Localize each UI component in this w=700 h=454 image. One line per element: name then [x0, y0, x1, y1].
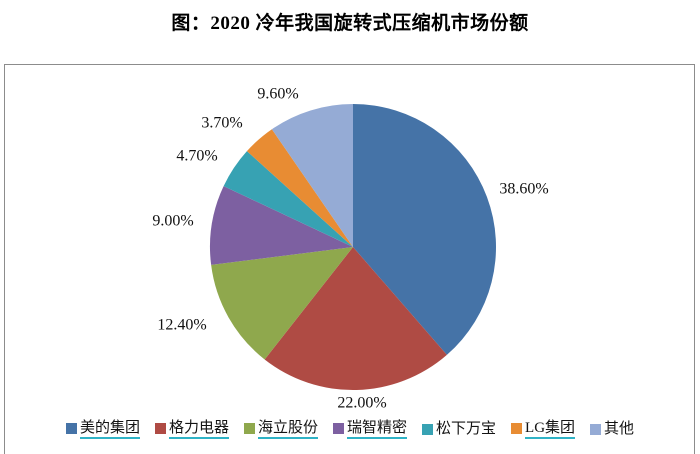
legend-swatch: [422, 424, 434, 435]
legend-item-3: 瑞智精密: [333, 420, 408, 439]
chart-title: 图：2020 冷年我国旋转式压缩机市场份额: [171, 13, 529, 34]
legend-item-6: 其他: [590, 421, 634, 438]
pie-slice-1: [264, 247, 447, 390]
legend-label: 松下万宝: [436, 421, 497, 437]
pie-slice-2: [211, 247, 353, 360]
pie-slice-3: [210, 186, 353, 265]
legend-item-1: 格力电器: [154, 420, 229, 439]
slice-label-6: 9.60%: [257, 86, 298, 103]
legend-label: 瑞智精密: [347, 420, 408, 439]
legend-item-0: 美的集团: [65, 420, 140, 439]
pie-slice-6: [271, 104, 353, 247]
pie-slice-0: [353, 104, 497, 355]
legend-label: 格力电器: [168, 420, 229, 439]
legend-swatch: [511, 423, 523, 434]
legend-label: LG集团: [525, 420, 576, 439]
slice-label-4: 4.70%: [176, 148, 217, 165]
legend-label: 海立股份: [257, 420, 318, 439]
pie-slice-4: [223, 151, 353, 247]
legend-swatch: [65, 423, 77, 434]
slice-label-1: 22.00%: [337, 395, 386, 412]
legend-swatch: [590, 424, 602, 435]
slice-label-3: 9.00%: [152, 213, 193, 230]
legend-swatch: [154, 423, 166, 434]
legend-swatch: [333, 423, 344, 434]
legend-item-5: LG集团: [511, 420, 576, 439]
legend-label: 美的集团: [79, 420, 140, 439]
slice-label-2: 12.40%: [157, 317, 206, 334]
legend-swatch: [243, 423, 255, 434]
slice-label-5: 3.70%: [201, 115, 242, 132]
legend-item-2: 海立股份: [243, 420, 318, 439]
legend-label: 其他: [604, 421, 635, 437]
pie-slice-5: [246, 129, 353, 247]
legend-item-4: 松下万宝: [422, 421, 496, 438]
legend: 美的集团 格力电器 海立股份 瑞智精密 松下万宝 LG集团 其他: [10, 420, 690, 439]
slice-label-0: 38.60%: [499, 181, 548, 198]
